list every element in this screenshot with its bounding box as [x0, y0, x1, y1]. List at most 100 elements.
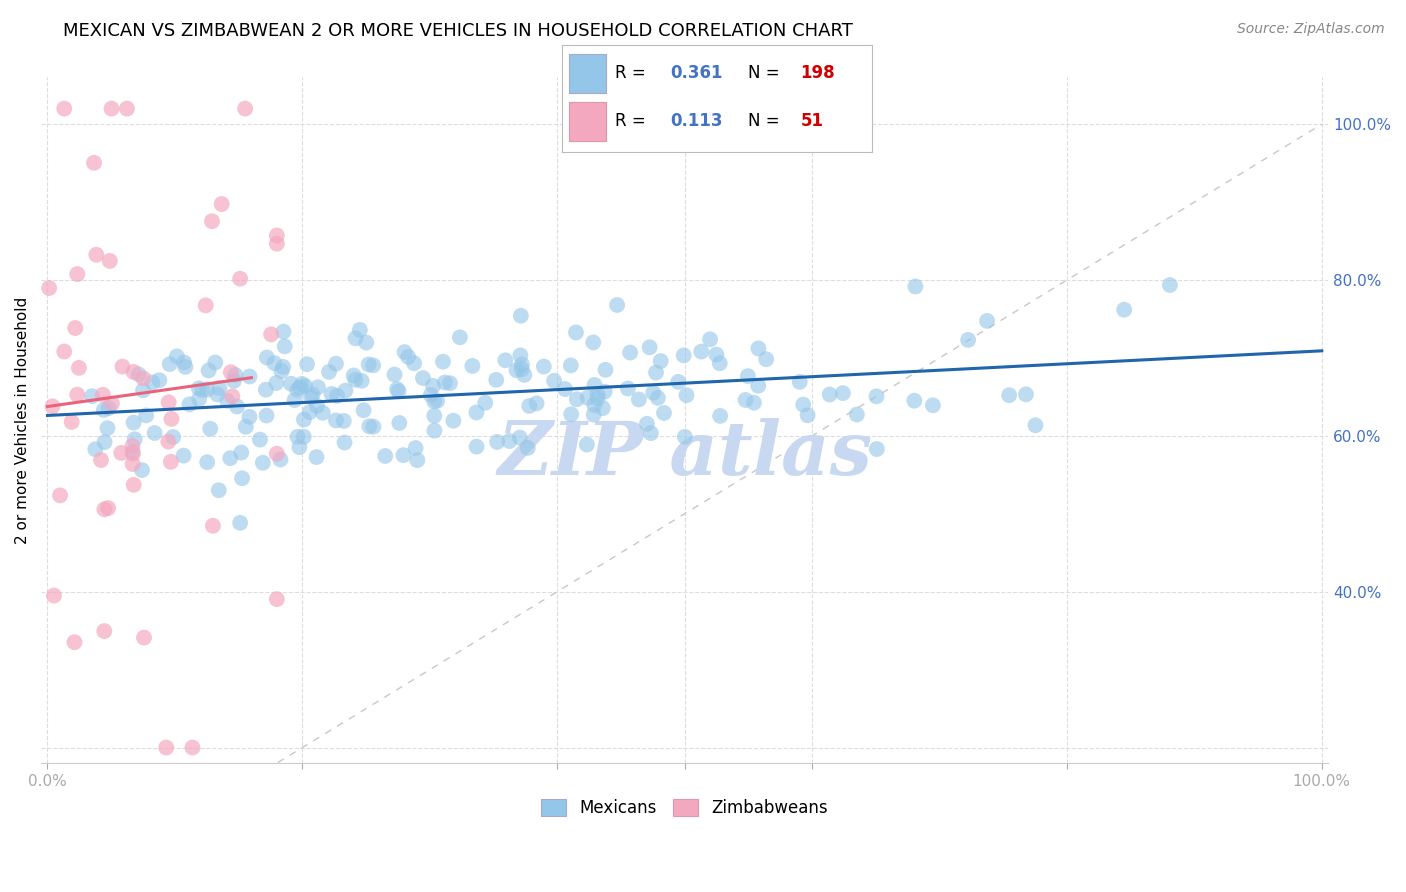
- Mexicans: [357, 358, 380, 372]
- Mexicans: [903, 393, 925, 408]
- Mexicans: [312, 406, 335, 420]
- Zimbabweans: [115, 102, 138, 116]
- Mexicans: [583, 398, 606, 412]
- Zimbabweans: [229, 271, 252, 285]
- Mexicans: [439, 376, 461, 391]
- Mexicans: [412, 371, 434, 385]
- Mexicans: [222, 374, 245, 388]
- Mexicans: [619, 345, 641, 359]
- Mexicans: [301, 387, 323, 401]
- Mexicans: [485, 373, 508, 387]
- Mexicans: [135, 409, 157, 423]
- Mexicans: [207, 387, 229, 401]
- Mexicans: [204, 355, 226, 369]
- Text: R =: R =: [614, 112, 651, 130]
- Mexicans: [235, 419, 257, 434]
- Mexicans: [254, 383, 277, 397]
- Mexicans: [174, 359, 197, 374]
- Mexicans: [93, 403, 115, 417]
- Mexicans: [271, 359, 294, 374]
- Mexicans: [388, 416, 411, 430]
- Mexicans: [291, 376, 314, 391]
- Zimbabweans: [211, 197, 233, 211]
- Text: 198: 198: [800, 64, 835, 82]
- Legend: Mexicans, Zimbabweans: Mexicans, Zimbabweans: [534, 792, 835, 823]
- Mexicans: [922, 398, 945, 412]
- Mexicans: [423, 394, 446, 409]
- Mexicans: [976, 314, 998, 328]
- Zimbabweans: [93, 624, 115, 638]
- Zimbabweans: [86, 248, 108, 262]
- Mexicans: [510, 362, 533, 376]
- Mexicans: [709, 409, 731, 423]
- Zimbabweans: [219, 365, 242, 379]
- Mexicans: [583, 378, 606, 392]
- Zimbabweans: [181, 740, 204, 755]
- FancyBboxPatch shape: [568, 54, 606, 93]
- Mexicans: [287, 430, 309, 444]
- Mexicans: [273, 339, 295, 353]
- Text: MEXICAN VS ZIMBABWEAN 2 OR MORE VEHICLES IN HOUSEHOLD CORRELATION CHART: MEXICAN VS ZIMBABWEAN 2 OR MORE VEHICLES…: [63, 22, 853, 40]
- Mexicans: [162, 430, 184, 444]
- Zimbabweans: [132, 631, 155, 645]
- Mexicans: [709, 356, 731, 370]
- Zimbabweans: [201, 518, 224, 533]
- Zimbabweans: [221, 389, 243, 403]
- Mexicans: [349, 323, 371, 337]
- Text: N =: N =: [748, 112, 785, 130]
- Zimbabweans: [66, 267, 89, 281]
- Mexicans: [423, 409, 446, 423]
- Mexicans: [363, 419, 385, 434]
- Mexicans: [263, 356, 285, 370]
- Text: N =: N =: [748, 64, 785, 82]
- Mexicans: [647, 391, 669, 405]
- Mexicans: [231, 471, 253, 485]
- Mexicans: [231, 445, 253, 459]
- Mexicans: [516, 441, 538, 455]
- Mexicans: [513, 368, 536, 382]
- Mexicans: [645, 366, 668, 380]
- Mexicans: [288, 380, 311, 394]
- Mexicans: [307, 380, 329, 394]
- Mexicans: [565, 392, 588, 407]
- Zimbabweans: [93, 502, 115, 516]
- Mexicans: [252, 456, 274, 470]
- Mexicans: [742, 395, 765, 409]
- Mexicans: [419, 388, 441, 402]
- Mexicans: [845, 408, 868, 422]
- Mexicans: [449, 330, 471, 344]
- Mexicans: [755, 352, 778, 367]
- Zimbabweans: [266, 447, 288, 461]
- Mexicans: [343, 368, 366, 383]
- Mexicans: [406, 453, 429, 467]
- Mexicans: [666, 375, 689, 389]
- Mexicans: [224, 368, 246, 382]
- Mexicans: [219, 451, 242, 466]
- Mexicans: [396, 350, 419, 364]
- Mexicans: [292, 430, 315, 444]
- Mexicans: [673, 430, 696, 444]
- Mexicans: [305, 399, 328, 413]
- Mexicans: [344, 331, 367, 345]
- Mexicans: [565, 326, 588, 340]
- Mexicans: [582, 408, 605, 422]
- Mexicans: [509, 431, 531, 445]
- Mexicans: [423, 424, 446, 438]
- Mexicans: [374, 449, 396, 463]
- Zimbabweans: [49, 488, 72, 502]
- Mexicans: [441, 414, 464, 428]
- Zimbabweans: [83, 156, 105, 170]
- Mexicans: [392, 448, 415, 462]
- Mexicans: [405, 441, 427, 455]
- Mexicans: [350, 374, 373, 388]
- Mexicans: [269, 452, 291, 467]
- Zimbabweans: [110, 446, 132, 460]
- Mexicans: [593, 384, 616, 399]
- Mexicans: [270, 364, 292, 378]
- Mexicans: [737, 369, 759, 384]
- Zimbabweans: [97, 501, 120, 516]
- Mexicans: [143, 425, 166, 440]
- Mexicans: [141, 376, 163, 390]
- Zimbabweans: [122, 477, 145, 491]
- Mexicans: [299, 390, 322, 404]
